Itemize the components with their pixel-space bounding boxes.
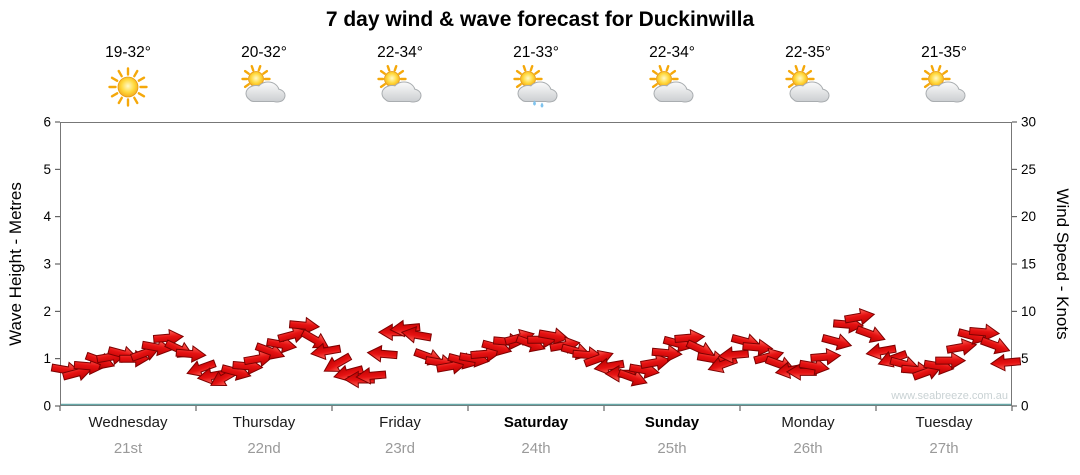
left-tick-label: 2	[43, 304, 51, 319]
wind-arrow	[674, 328, 706, 347]
wind-arrow	[651, 344, 683, 362]
weather-icon-cell	[196, 64, 332, 110]
right-tick-label: 10	[1021, 304, 1036, 319]
day-date: 24th	[521, 440, 551, 457]
day-date: 23rd	[384, 440, 416, 457]
wind-arrow	[821, 333, 853, 351]
day-name: Friday	[379, 414, 421, 431]
weather-icon-cell	[332, 64, 468, 110]
wind-arrow	[152, 328, 185, 347]
right-tick-label: 30	[1021, 115, 1036, 130]
temperature-row: 19-32° 20-32° 22-34° 21-33° 22-34° 22-35° 21-3…	[60, 44, 1012, 62]
partly-cloudy-icon	[785, 65, 830, 103]
wind-arrow	[355, 366, 387, 385]
wind-arrow	[617, 368, 648, 387]
weather-icon-cell	[60, 64, 196, 110]
wind-arrow	[844, 307, 876, 326]
wind-arrow	[288, 316, 321, 335]
wind-arrow	[640, 353, 672, 371]
wind-arrow	[855, 325, 886, 343]
day-name-row: Wednesday Thursday Friday Saturday Sunday Mon…	[60, 414, 1012, 431]
shower-icon	[513, 65, 558, 108]
temp-label: 20-32°	[241, 44, 287, 61]
day-date: 21st	[113, 440, 143, 457]
wind-arrow	[583, 349, 614, 368]
weather-icon-cell	[604, 64, 740, 110]
weather-icon-cell	[468, 64, 604, 110]
wind-arrow	[400, 325, 432, 344]
wind-arrow	[865, 342, 897, 361]
wind-arrow	[254, 342, 286, 360]
chart-title: 7 day wind & wave forecast for Duckinwil…	[325, 8, 755, 31]
left-tick-label: 3	[43, 257, 51, 272]
temp-label: 19-32°	[105, 44, 151, 61]
watermark: www.seabreeze.com.au	[891, 390, 1008, 402]
day-date: 27th	[929, 440, 959, 457]
wind-arrow	[935, 351, 967, 370]
temp-label: 22-35°	[785, 44, 831, 61]
day-name: Sunday	[644, 414, 700, 431]
partly-cloudy-icon	[921, 65, 966, 103]
wind-arrow	[186, 359, 217, 377]
right-tick-label: 0	[1021, 399, 1029, 414]
wind-arrow	[243, 349, 275, 368]
temp-label: 21-35°	[921, 44, 967, 61]
wind-arrow	[323, 352, 353, 372]
wind-arrow	[310, 342, 342, 361]
day-date: 22nd	[247, 440, 281, 457]
wind-arrow	[538, 327, 570, 345]
weather-icon-cell	[876, 64, 1012, 110]
partly-cloudy-icon	[377, 65, 422, 103]
partly-cloudy-icon	[649, 65, 694, 103]
wind-arrow	[366, 344, 398, 363]
day-date: 25th	[657, 440, 687, 457]
wind-arrow	[593, 357, 625, 376]
temp-label: 22-34°	[377, 44, 423, 61]
weather-icon-row	[60, 64, 1012, 110]
day-name: Saturday	[503, 414, 569, 431]
wind-arrow	[175, 345, 207, 363]
wind-arrow	[141, 338, 173, 357]
wind-arrow	[980, 336, 1011, 355]
wind-arrow	[968, 323, 1001, 342]
wind-arrow	[742, 338, 774, 357]
left-tick-label: 5	[43, 162, 51, 177]
right-tick-label: 5	[1021, 351, 1029, 366]
left-tick-label: 1	[43, 351, 51, 366]
temp-label: 22-34°	[649, 44, 695, 61]
left-tick-label: 0	[43, 399, 51, 414]
day-name: Wednesday	[88, 414, 168, 431]
day-name: Thursday	[232, 414, 296, 431]
temp-label: 21-33°	[513, 44, 559, 61]
right-tick-label: 25	[1021, 162, 1036, 177]
day-date: 26th	[793, 440, 823, 457]
right-tick-label: 15	[1021, 257, 1036, 272]
wind-arrow	[989, 353, 1022, 372]
left-tick-label: 6	[43, 115, 51, 130]
day-name: Tuesday	[915, 414, 973, 431]
weather-icon-cell	[740, 64, 876, 110]
wind-arrow	[798, 357, 830, 376]
sunny-icon	[108, 67, 148, 107]
wind-arrow	[810, 347, 842, 366]
partly-cloudy-icon	[241, 65, 286, 103]
day-date-row: 21st 22nd 23rd 24th 25th 26th 27th	[60, 440, 1012, 457]
day-name: Monday	[781, 414, 835, 431]
left-tick-label: 4	[43, 209, 51, 224]
right-tick-label: 20	[1021, 209, 1036, 224]
wind-arrow	[946, 338, 978, 356]
